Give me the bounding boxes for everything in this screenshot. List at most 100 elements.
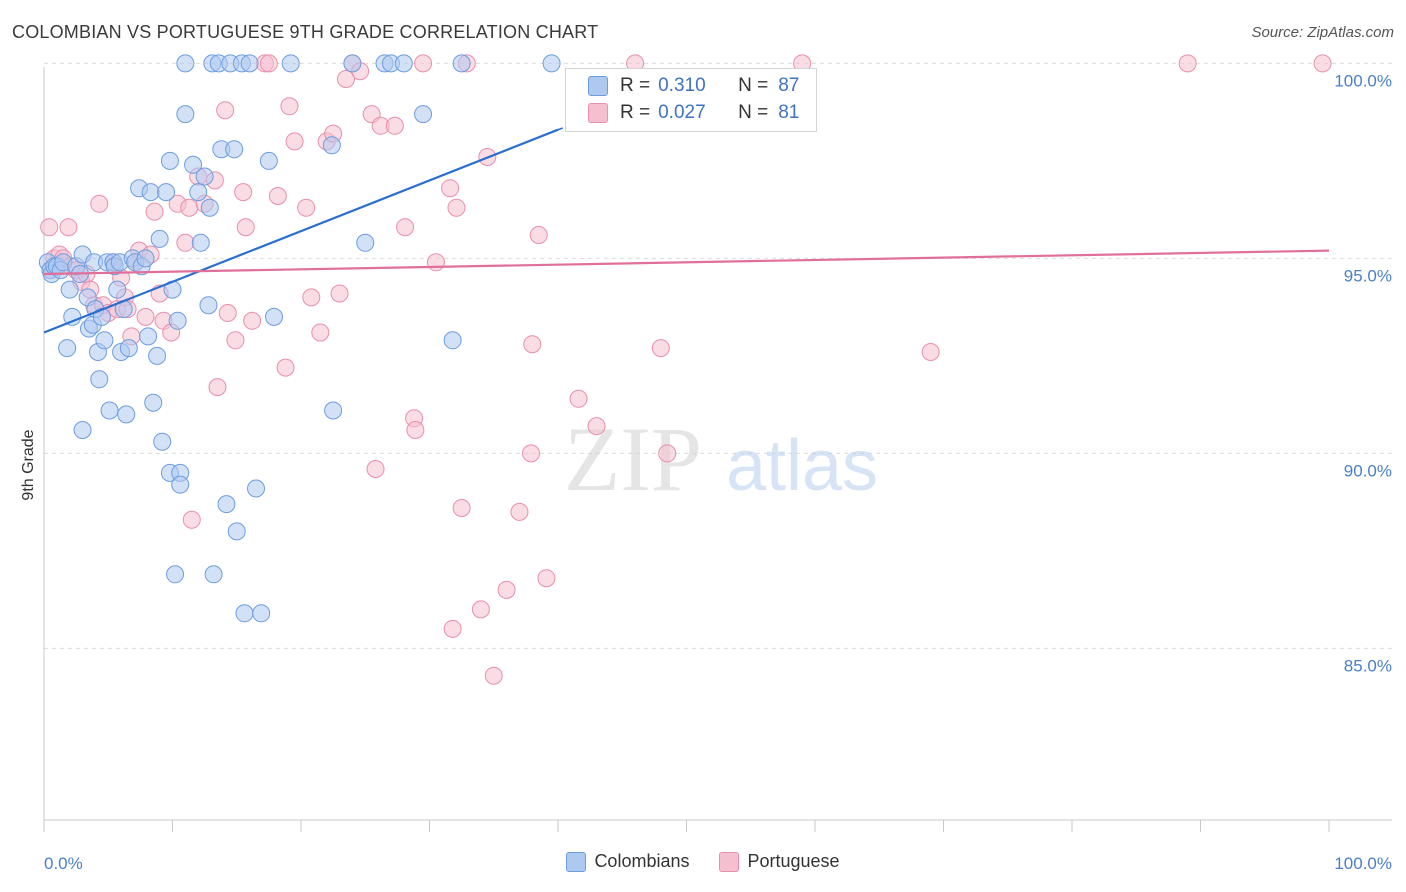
colombian-point	[217, 495, 236, 514]
colombian-point	[160, 151, 179, 170]
colombian-point	[108, 280, 127, 299]
y-tick-label: 95.0%	[1344, 266, 1392, 285]
portuguese-point	[406, 421, 425, 439]
portuguese-point	[497, 580, 516, 599]
colombian-point	[227, 522, 246, 541]
colombian-point	[90, 370, 109, 389]
colombian-point	[189, 183, 208, 202]
portuguese-point	[366, 460, 385, 478]
colombian-point	[95, 331, 114, 350]
portuguese-point	[441, 179, 460, 198]
axes	[43, 67, 1392, 832]
portuguese-point	[569, 389, 588, 408]
portuguese-point	[302, 288, 321, 307]
colombian-point	[148, 346, 167, 365]
colombian-point	[168, 311, 187, 330]
colombian-point	[157, 183, 176, 202]
n-label: N =	[738, 102, 769, 123]
colombians-swatch	[588, 76, 608, 96]
colombian-point	[235, 604, 254, 623]
portuguese-point	[285, 132, 304, 151]
colombian-point	[153, 432, 172, 451]
portuguese-point	[311, 323, 330, 342]
portuguese-point	[523, 335, 542, 354]
legend-item-colombians[interactable]: Colombians	[566, 851, 689, 872]
portuguese-point	[330, 284, 349, 303]
r-label: R =	[620, 75, 651, 96]
portuguese-point	[1178, 54, 1197, 73]
portuguese-point	[510, 502, 529, 521]
chart-title: COLOMBIAN VS PORTUGUESE 9TH GRADE CORREL…	[12, 22, 599, 42]
colombian-point	[199, 296, 218, 315]
colombian-point	[117, 405, 136, 424]
portuguese-point	[236, 218, 255, 237]
x-tick-label-max: 100.0%	[1334, 854, 1392, 873]
colombian-point	[150, 229, 169, 248]
portuguese-point	[658, 444, 677, 463]
portuguese-point	[59, 218, 78, 237]
colombian-point	[281, 54, 300, 73]
legend-label-colombians: Colombians	[594, 851, 690, 871]
colombian-point	[144, 393, 163, 412]
colombian-point	[119, 339, 138, 358]
portuguese-point	[280, 97, 299, 116]
watermark: ZIP atlas	[564, 408, 878, 510]
source-label: Source: ZipAtlas.com	[1251, 24, 1394, 41]
portuguese-point	[180, 198, 199, 217]
colombian-point	[343, 54, 362, 73]
portuguese-swatch	[719, 851, 740, 872]
portuguese-point	[587, 417, 606, 436]
colombian-point	[184, 155, 203, 174]
colombian-point	[225, 140, 244, 159]
legend-label-portuguese: Portuguese	[747, 851, 840, 871]
colombian-point	[195, 167, 214, 186]
colombian-point	[73, 421, 92, 439]
colombian-point	[141, 183, 160, 202]
legend-item-portuguese[interactable]: Portuguese	[719, 851, 840, 872]
portuguese-point	[921, 343, 940, 361]
portuguese-point	[218, 304, 237, 322]
bottom-legend: Colombians Portuguese	[0, 851, 1406, 872]
colombians-trend-line	[43, 128, 559, 334]
gridlines	[44, 62, 1392, 649]
portuguese-point	[447, 198, 466, 217]
portuguese-point	[145, 202, 164, 221]
portuguese-point	[259, 54, 278, 73]
colombian-point	[204, 565, 223, 584]
colombian-point	[191, 233, 210, 252]
portuguese-point	[414, 54, 433, 73]
colombian-point	[356, 233, 375, 252]
portuguese-trend-line	[43, 249, 1330, 276]
portuguese-point	[208, 378, 227, 397]
portuguese-point	[216, 101, 235, 120]
portuguese-point	[268, 187, 287, 205]
colombian-point	[259, 151, 278, 170]
colombian-point	[171, 475, 190, 494]
n-label: N =	[738, 75, 769, 96]
portuguese-point	[522, 444, 541, 463]
colombian-point	[443, 331, 462, 350]
portuguese-point	[484, 666, 503, 685]
y-tick-label: 85.0%	[1344, 656, 1392, 675]
colombian-point	[166, 565, 185, 584]
stats-row-colombians: R = 0.310 N = 87	[588, 75, 799, 97]
colombian-point	[240, 54, 259, 73]
watermark-zip: ZIP	[564, 408, 702, 510]
portuguese-point	[90, 194, 109, 213]
n-value: 87	[778, 75, 800, 96]
portuguese-point	[297, 198, 316, 217]
portuguese-point	[182, 510, 201, 529]
colombian-point	[200, 198, 219, 217]
colombian-point	[247, 479, 266, 498]
colombian-point	[139, 327, 158, 346]
portuguese-point	[40, 218, 59, 237]
portuguese-point	[471, 600, 490, 619]
portuguese-point	[443, 619, 462, 638]
trend-lines	[43, 105, 1330, 334]
stats-row-portuguese: R = 0.027 N = 81	[588, 102, 799, 124]
portuguese-point	[1313, 54, 1332, 73]
colombian-point	[176, 105, 195, 124]
colombian-point	[176, 54, 195, 73]
colombian-point	[542, 54, 561, 73]
